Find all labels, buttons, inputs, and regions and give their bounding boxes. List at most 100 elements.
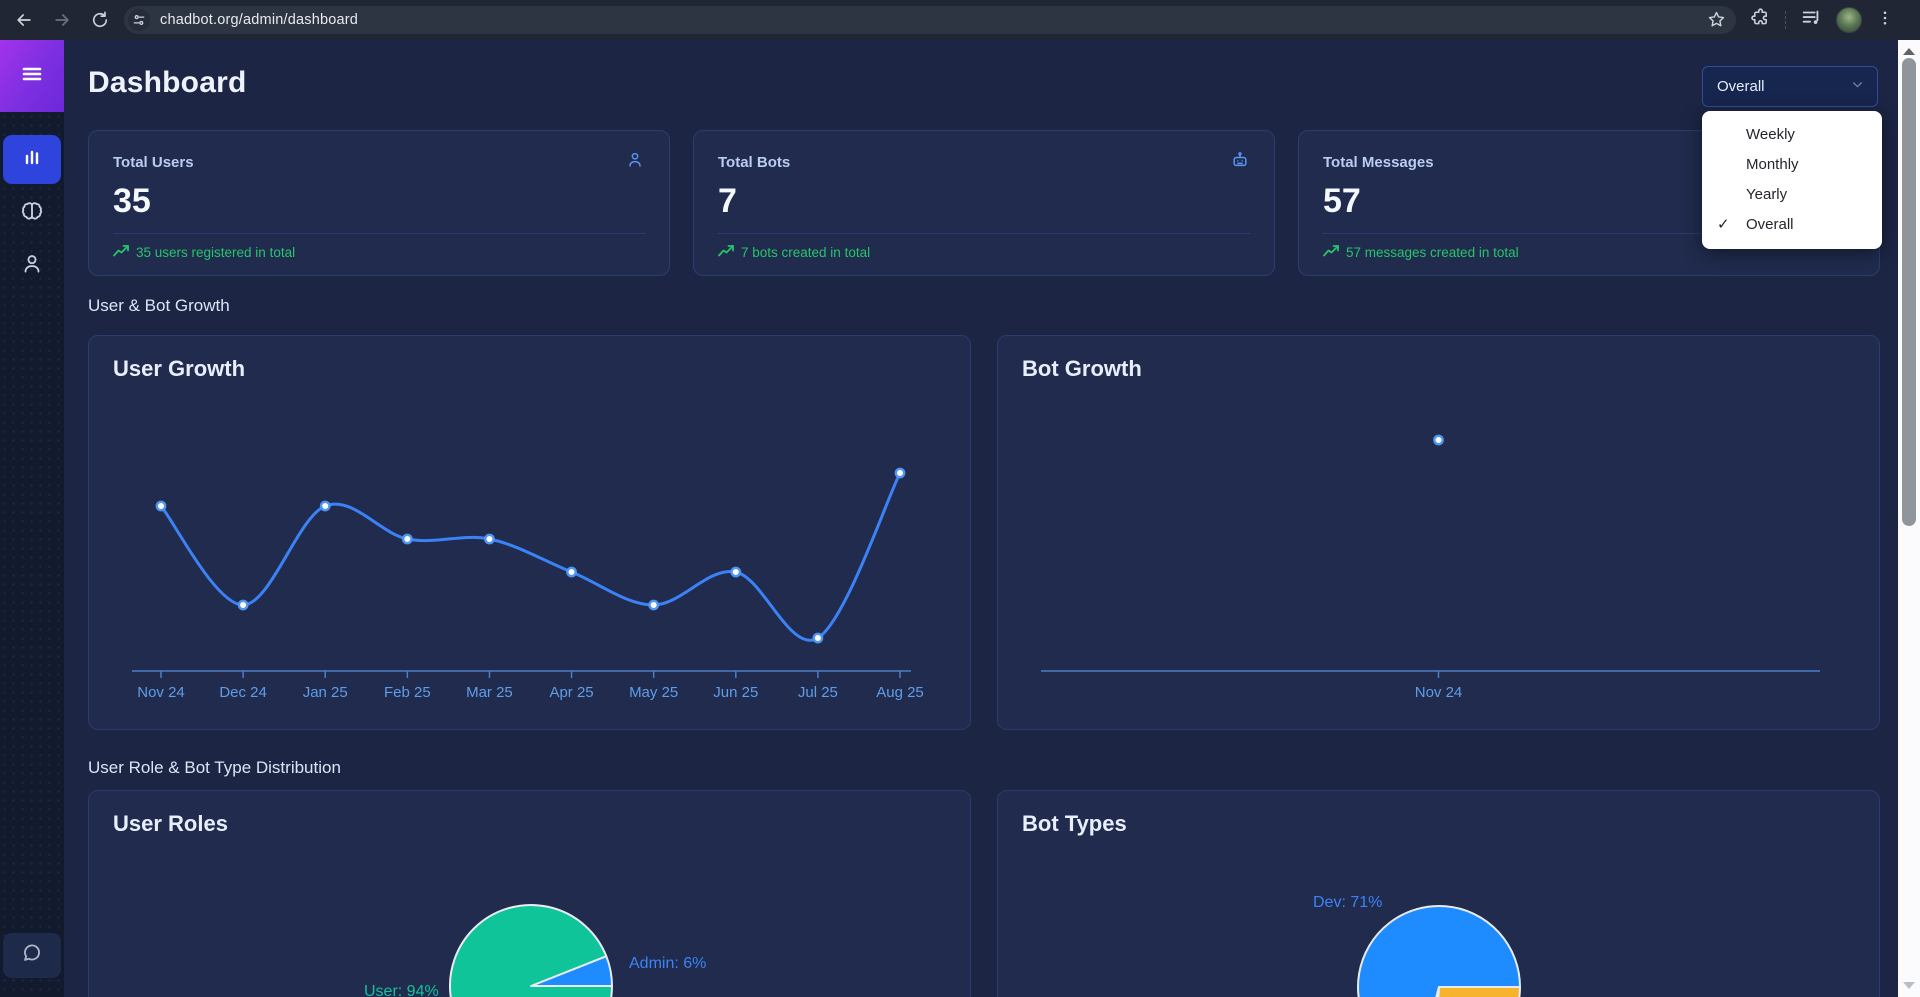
user-growth-line-chart: Nov 24 Dec 24 Jan 25 Feb 25 Mar 25 Apr 25 May … <box>132 467 924 701</box>
sidebar-menu-toggle[interactable] <box>0 40 64 112</box>
url-bar[interactable]: chadbot.org/admin/dashboard <box>124 6 1736 34</box>
page-scrollbar[interactable] <box>1898 40 1920 997</box>
data-point <box>894 467 906 479</box>
data-point <box>730 566 742 578</box>
x-axis-label: Aug 25 <box>876 684 924 701</box>
stat-value: 35 <box>113 182 151 220</box>
pie-label-admin: Admin: 6% <box>629 955 707 972</box>
menu-item-monthly[interactable]: Monthly <box>1746 156 1799 173</box>
stat-value: 57 <box>1323 182 1361 220</box>
period-filter-value: Overall <box>1717 78 1765 95</box>
dashboard-page: Dashboard Overall Weekly Monthly Yearly … <box>64 40 1898 997</box>
back-icon[interactable] <box>14 10 34 30</box>
divider <box>718 233 1250 234</box>
line-series <box>159 471 902 642</box>
divider <box>113 233 645 234</box>
period-filter-menu: Weekly Monthly Yearly ✓ Overall <box>1702 111 1882 249</box>
user-growth-chart-card: User Growth Nov 24 Dec 24 Jan 25 Feb 25 Mar … <box>88 335 971 730</box>
x-axis-label: Feb 25 <box>384 684 431 701</box>
stat-note-text: 35 users registered in total <box>136 245 296 260</box>
data-point <box>1433 434 1444 446</box>
toolbar-divider <box>1785 11 1786 29</box>
chat-bubble-icon <box>19 940 45 971</box>
menu-item-yearly[interactable]: Yearly <box>1746 186 1788 203</box>
browser-toolbar: chadbot.org/admin/dashboard <box>0 0 1920 40</box>
sidebar-item-dashboard[interactable] <box>3 135 61 184</box>
section-heading-growth: User & Bot Growth <box>88 296 230 315</box>
bot-growth-line-chart: Nov 24 <box>1041 434 1820 701</box>
x-axis-label: Nov 24 <box>137 684 185 701</box>
bot-types-chart-card: Bot Types Dev: 71% <box>997 790 1880 997</box>
stat-note-text: 57 messages created in total <box>1346 245 1519 260</box>
refresh-icon[interactable] <box>90 10 110 30</box>
robot-icon <box>1230 150 1250 175</box>
check-icon: ✓ <box>1717 216 1730 233</box>
browser-menu-kebab-icon[interactable] <box>1876 9 1894 32</box>
x-axis-label: Jul 25 <box>798 684 838 701</box>
stat-note-text: 7 bots created in total <box>741 245 871 260</box>
pie-slice-Dev <box>1357 905 1521 997</box>
scrollbar-up-arrow[interactable] <box>1903 48 1915 55</box>
pie-label-user: User: 94% <box>364 983 439 997</box>
user-icon <box>19 251 45 282</box>
stat-card-total-users: Total Users 35 35 users registered in to… <box>88 130 670 276</box>
user-icon <box>625 150 645 175</box>
x-axis-label: Apr 25 <box>549 684 593 701</box>
section-heading-distribution: User Role & Bot Type Distribution <box>88 758 341 777</box>
menu-item-weekly[interactable]: Weekly <box>1746 126 1795 143</box>
data-point <box>566 566 577 578</box>
trending-up-icon <box>718 245 734 260</box>
extensions-icon[interactable] <box>1750 7 1771 33</box>
chevron-down-icon <box>1851 78 1864 95</box>
x-axis-label: Jan 25 <box>303 684 348 701</box>
sidebar-item-bots[interactable] <box>0 198 64 231</box>
data-point <box>401 533 413 545</box>
pie-slice-unlabeled <box>1437 986 1521 997</box>
bookmark-star-icon[interactable] <box>1707 10 1726 34</box>
url-text[interactable]: chadbot.org/admin/dashboard <box>160 12 359 28</box>
sidebar-item-users[interactable] <box>0 251 64 282</box>
site-settings-icon[interactable] <box>128 9 150 31</box>
x-axis-label: May 25 <box>629 684 678 701</box>
scrollbar-thumb[interactable] <box>1902 58 1916 526</box>
bot-types-pie-chart <box>1357 905 1521 997</box>
user-roles-chart-card: User Roles Admin: 6% User: 94% <box>88 790 971 997</box>
data-point <box>484 533 495 545</box>
trending-up-icon <box>1323 245 1339 260</box>
stat-label: Total Bots <box>718 154 791 171</box>
data-point <box>319 500 331 512</box>
data-point <box>812 632 824 644</box>
growth-charts-row: User Growth Nov 24 Dec 24 Jan 25 Feb 25 Mar … <box>88 335 1880 730</box>
stats-row: Total Users 35 35 users registered in to… <box>88 130 1880 276</box>
divider <box>1323 233 1855 234</box>
chart-title: Bot Types <box>1022 811 1127 836</box>
stat-value: 7 <box>718 182 737 220</box>
sidebar-item-chat[interactable] <box>3 933 61 978</box>
brain-icon <box>18 198 46 231</box>
user-roles-pie-chart <box>449 904 613 997</box>
stat-card-total-bots: Total Bots 7 7 bots created in total <box>693 130 1275 276</box>
hamburger-menu-icon <box>20 62 44 91</box>
data-point <box>648 599 660 611</box>
bar-chart-icon <box>20 145 44 174</box>
page-title: Dashboard <box>88 66 247 99</box>
trending-up-icon <box>113 245 129 260</box>
chart-title: Bot Growth <box>1022 356 1142 381</box>
media-controls-icon[interactable] <box>1800 7 1822 34</box>
sidebar <box>0 40 64 997</box>
x-axis-label: Dec 24 <box>219 684 267 701</box>
scrollbar-down-arrow[interactable] <box>1903 982 1915 989</box>
forward-icon[interactable] <box>52 10 72 30</box>
data-point <box>237 599 249 611</box>
x-axis-label: Jun 25 <box>713 684 758 701</box>
profile-avatar[interactable] <box>1836 7 1862 33</box>
x-axis-label: Mar 25 <box>466 684 513 701</box>
stat-label: Total Messages <box>1323 154 1434 171</box>
period-filter-select[interactable]: Overall <box>1702 66 1878 107</box>
stat-label: Total Users <box>113 154 194 171</box>
pie-slice-User <box>449 904 613 997</box>
menu-item-overall[interactable]: ✓ Overall <box>1702 210 1882 240</box>
x-axis-label: Nov 24 <box>1415 684 1463 701</box>
chart-title: User Growth <box>113 356 246 381</box>
data-point <box>155 500 167 512</box>
